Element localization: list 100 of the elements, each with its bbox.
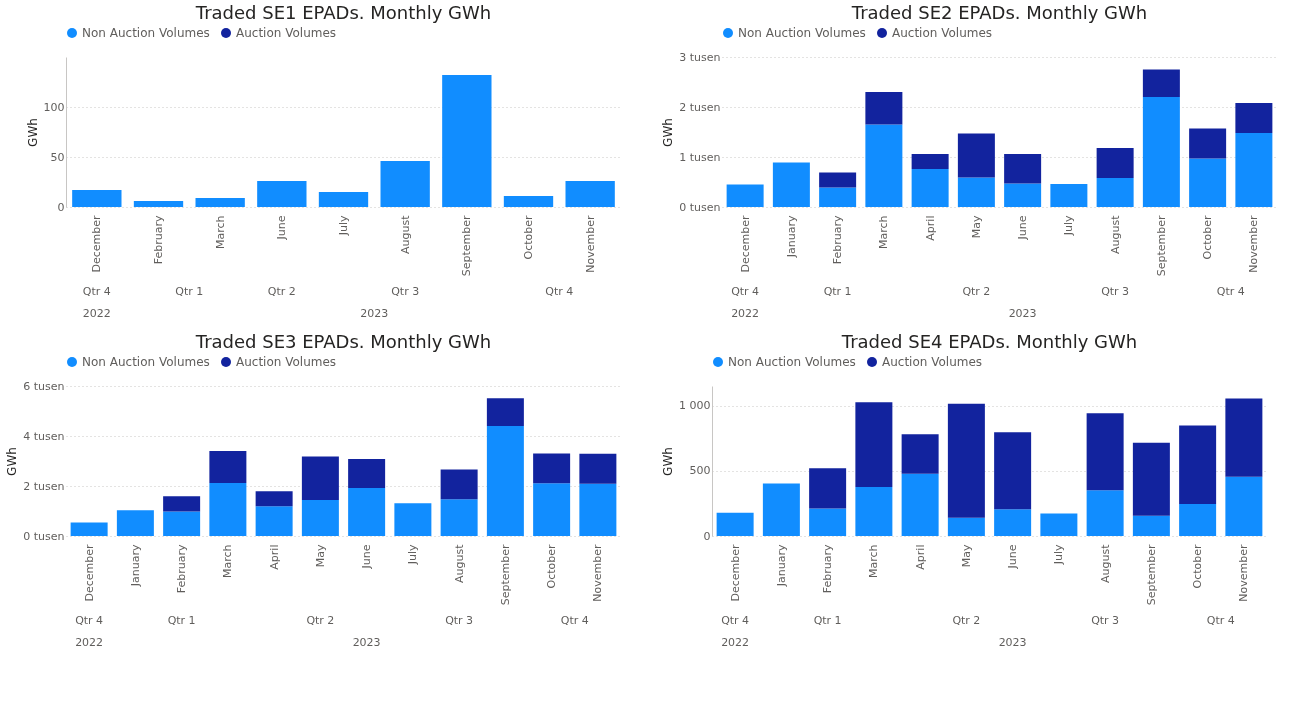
x-tick-label: October — [522, 215, 535, 260]
y-tick-label: 2 tusen — [679, 100, 721, 114]
bar — [163, 511, 201, 536]
bar — [957, 133, 995, 178]
x-tick-label: July — [1062, 215, 1076, 237]
x-tick-label: October — [1201, 215, 1215, 260]
x-tick-label: November — [583, 215, 597, 273]
x-tick-label: June — [360, 544, 374, 570]
bar — [1004, 154, 1042, 184]
bar — [1235, 103, 1273, 133]
bar — [726, 184, 764, 207]
x-tick-label: November — [591, 544, 605, 602]
legend-label: Non Auction Volumes — [738, 26, 866, 40]
x-tick-label: April — [267, 544, 281, 570]
x-tick-label: January — [784, 215, 798, 259]
bar — [209, 483, 247, 536]
text: Qtr 1 — [813, 614, 842, 627]
bar — [1096, 178, 1134, 207]
x-tick-label: March — [221, 544, 235, 579]
bar — [1225, 476, 1263, 536]
text: 2023 — [352, 636, 381, 649]
x-tick-label: March — [867, 544, 881, 579]
x-tick-label: March — [877, 215, 891, 250]
x-tick-label: September — [1154, 215, 1168, 277]
bar — [1142, 97, 1180, 207]
bar — [809, 508, 847, 536]
x-tick-label: December — [738, 215, 752, 273]
bar — [819, 187, 857, 207]
y-tick-label: 1 000 — [679, 399, 711, 413]
bar — [994, 509, 1032, 536]
bar — [1086, 413, 1124, 491]
bar — [1050, 184, 1088, 207]
y-tick-label: 100 — [43, 100, 65, 114]
x-tick-label: December — [728, 544, 742, 602]
x-tick-label: January — [774, 544, 788, 588]
bar — [163, 496, 201, 512]
text: 2023 — [1008, 307, 1037, 320]
bar — [394, 503, 432, 536]
x-tick-label: November — [1247, 215, 1261, 273]
x-tick-label: November — [1237, 544, 1251, 602]
x-tick-label: June — [1006, 544, 1020, 570]
x-tick-label: July — [1052, 544, 1066, 566]
bar — [865, 124, 903, 207]
y-tick-label: 0 — [57, 200, 65, 214]
chart-title: Traded SE2 EPADs. Monthly GWh — [850, 2, 1148, 23]
y-tick-label: 4 tusen — [23, 429, 65, 443]
bar — [380, 161, 430, 207]
bar — [772, 162, 810, 207]
bar — [994, 432, 1032, 510]
bar — [486, 398, 524, 426]
y-tick-label: 500 — [689, 464, 711, 478]
legend-label: Auction Volumes — [236, 355, 337, 369]
bar — [1004, 183, 1042, 207]
bar — [348, 488, 386, 536]
bar — [209, 451, 247, 483]
x-tick-label: February — [831, 215, 845, 265]
text: Qtr 3 — [445, 614, 474, 627]
bar — [533, 453, 571, 484]
chart-title: Traded SE1 EPADs. Monthly GWh — [194, 2, 492, 23]
bar — [1189, 158, 1227, 207]
y-tick-label: 0 tusen — [23, 529, 65, 543]
x-tick-label: February — [175, 544, 189, 594]
bar — [957, 177, 995, 207]
bar — [70, 522, 108, 536]
text: Qtr 3 — [391, 285, 420, 298]
bar — [440, 469, 478, 500]
x-tick-label: September — [498, 544, 512, 606]
text: Qtr 2 — [267, 285, 296, 298]
x-tick-label: September — [460, 215, 474, 277]
legend-label: Auction Volumes — [236, 26, 337, 40]
x-tick-label: February — [821, 544, 835, 594]
bar — [809, 468, 847, 509]
bar — [440, 499, 478, 536]
x-tick-label: December — [90, 215, 104, 273]
x-tick-label: April — [923, 215, 937, 241]
x-tick-label: May — [969, 215, 983, 239]
y-tick-label: 1 tusen — [679, 150, 721, 164]
bar — [257, 181, 307, 207]
bar — [1040, 513, 1078, 536]
y-tick-label: 6 tusen — [23, 379, 65, 393]
bar — [133, 201, 184, 207]
bar — [579, 453, 617, 484]
text: Qtr 2 — [952, 614, 981, 627]
text: 2022 — [82, 307, 111, 320]
bar — [195, 198, 245, 207]
text: Qtr 3 — [1091, 614, 1120, 627]
x-tick-label: October — [1191, 544, 1205, 589]
bar — [819, 172, 857, 188]
bar — [911, 169, 949, 207]
bar — [947, 403, 985, 518]
text: Qtr 4 — [721, 614, 750, 627]
bar — [1132, 442, 1170, 516]
bar — [1179, 425, 1217, 504]
bar — [565, 181, 615, 207]
text: Qtr 4 — [1206, 614, 1235, 627]
x-tick-label: August — [452, 543, 466, 583]
text: 2022 — [75, 636, 104, 649]
x-tick-label: August — [1108, 214, 1122, 254]
bar — [301, 456, 339, 500]
bar — [72, 190, 122, 207]
